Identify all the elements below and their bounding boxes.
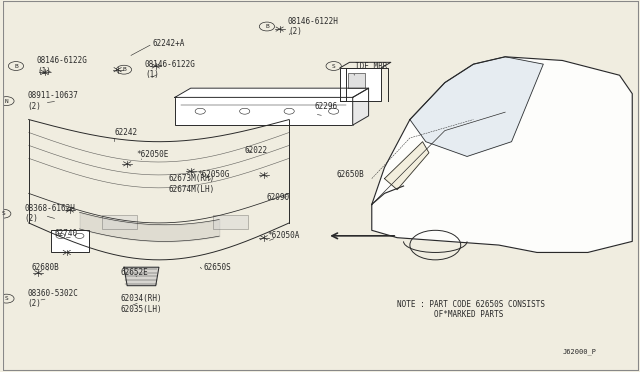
Text: 08368-6162H
(2): 08368-6162H (2) [24, 204, 75, 224]
Text: *62050G: *62050G [197, 170, 229, 179]
Text: N: N [4, 99, 8, 103]
Text: B: B [122, 67, 126, 72]
Text: 62652E: 62652E [121, 268, 148, 277]
Bar [175, 97, 353, 125]
Bar [213, 215, 248, 228]
Text: 62673M(RH)
62674M(LH): 62673M(RH) 62674M(LH) [168, 174, 214, 194]
Text: 62680B: 62680B [32, 263, 60, 272]
Text: 62242+A: 62242+A [152, 39, 185, 48]
Text: 08911-10637
(2): 08911-10637 (2) [28, 92, 78, 111]
Text: 62740: 62740 [54, 230, 77, 238]
Polygon shape [353, 88, 369, 125]
Text: 62022: 62022 [244, 147, 268, 155]
Text: S: S [332, 64, 335, 68]
Text: IDE MBR: IDE MBR [355, 61, 387, 71]
Text: J62000_P: J62000_P [563, 349, 596, 356]
Text: 62090: 62090 [267, 193, 290, 202]
Text: 62034(RH)
62035(LH): 62034(RH) 62035(LH) [121, 295, 163, 314]
Text: 62650B: 62650B [337, 170, 365, 179]
Text: 08146-6122H
(2): 08146-6122H (2) [288, 17, 339, 36]
Text: S: S [4, 296, 8, 301]
Bar [51, 230, 89, 253]
Text: B: B [265, 24, 269, 29]
Text: 08360-5302C
(2): 08360-5302C (2) [28, 289, 78, 308]
Text: *62050E: *62050E [137, 150, 169, 159]
Text: 62650S: 62650S [204, 263, 231, 272]
Bar [102, 215, 137, 228]
Polygon shape [175, 88, 369, 97]
Bar [348, 73, 365, 88]
Polygon shape [124, 267, 159, 286]
Polygon shape [385, 142, 429, 190]
Bar [340, 68, 381, 101]
Polygon shape [372, 57, 632, 253]
Text: 62296: 62296 [315, 102, 338, 111]
Text: NOTE : PART CODE 62650S CONSISTS
        OF*MARKED PARTS: NOTE : PART CODE 62650S CONSISTS OF*MARK… [397, 300, 545, 320]
Text: 08146-6122G
(1): 08146-6122G (1) [145, 60, 196, 79]
Text: B: B [14, 64, 18, 68]
Text: *62050A: *62050A [267, 231, 300, 240]
Text: S: S [1, 211, 5, 216]
Text: 62242: 62242 [115, 128, 138, 137]
Polygon shape [410, 57, 543, 157]
Text: 08146-6122G
(1): 08146-6122G (1) [37, 56, 88, 76]
